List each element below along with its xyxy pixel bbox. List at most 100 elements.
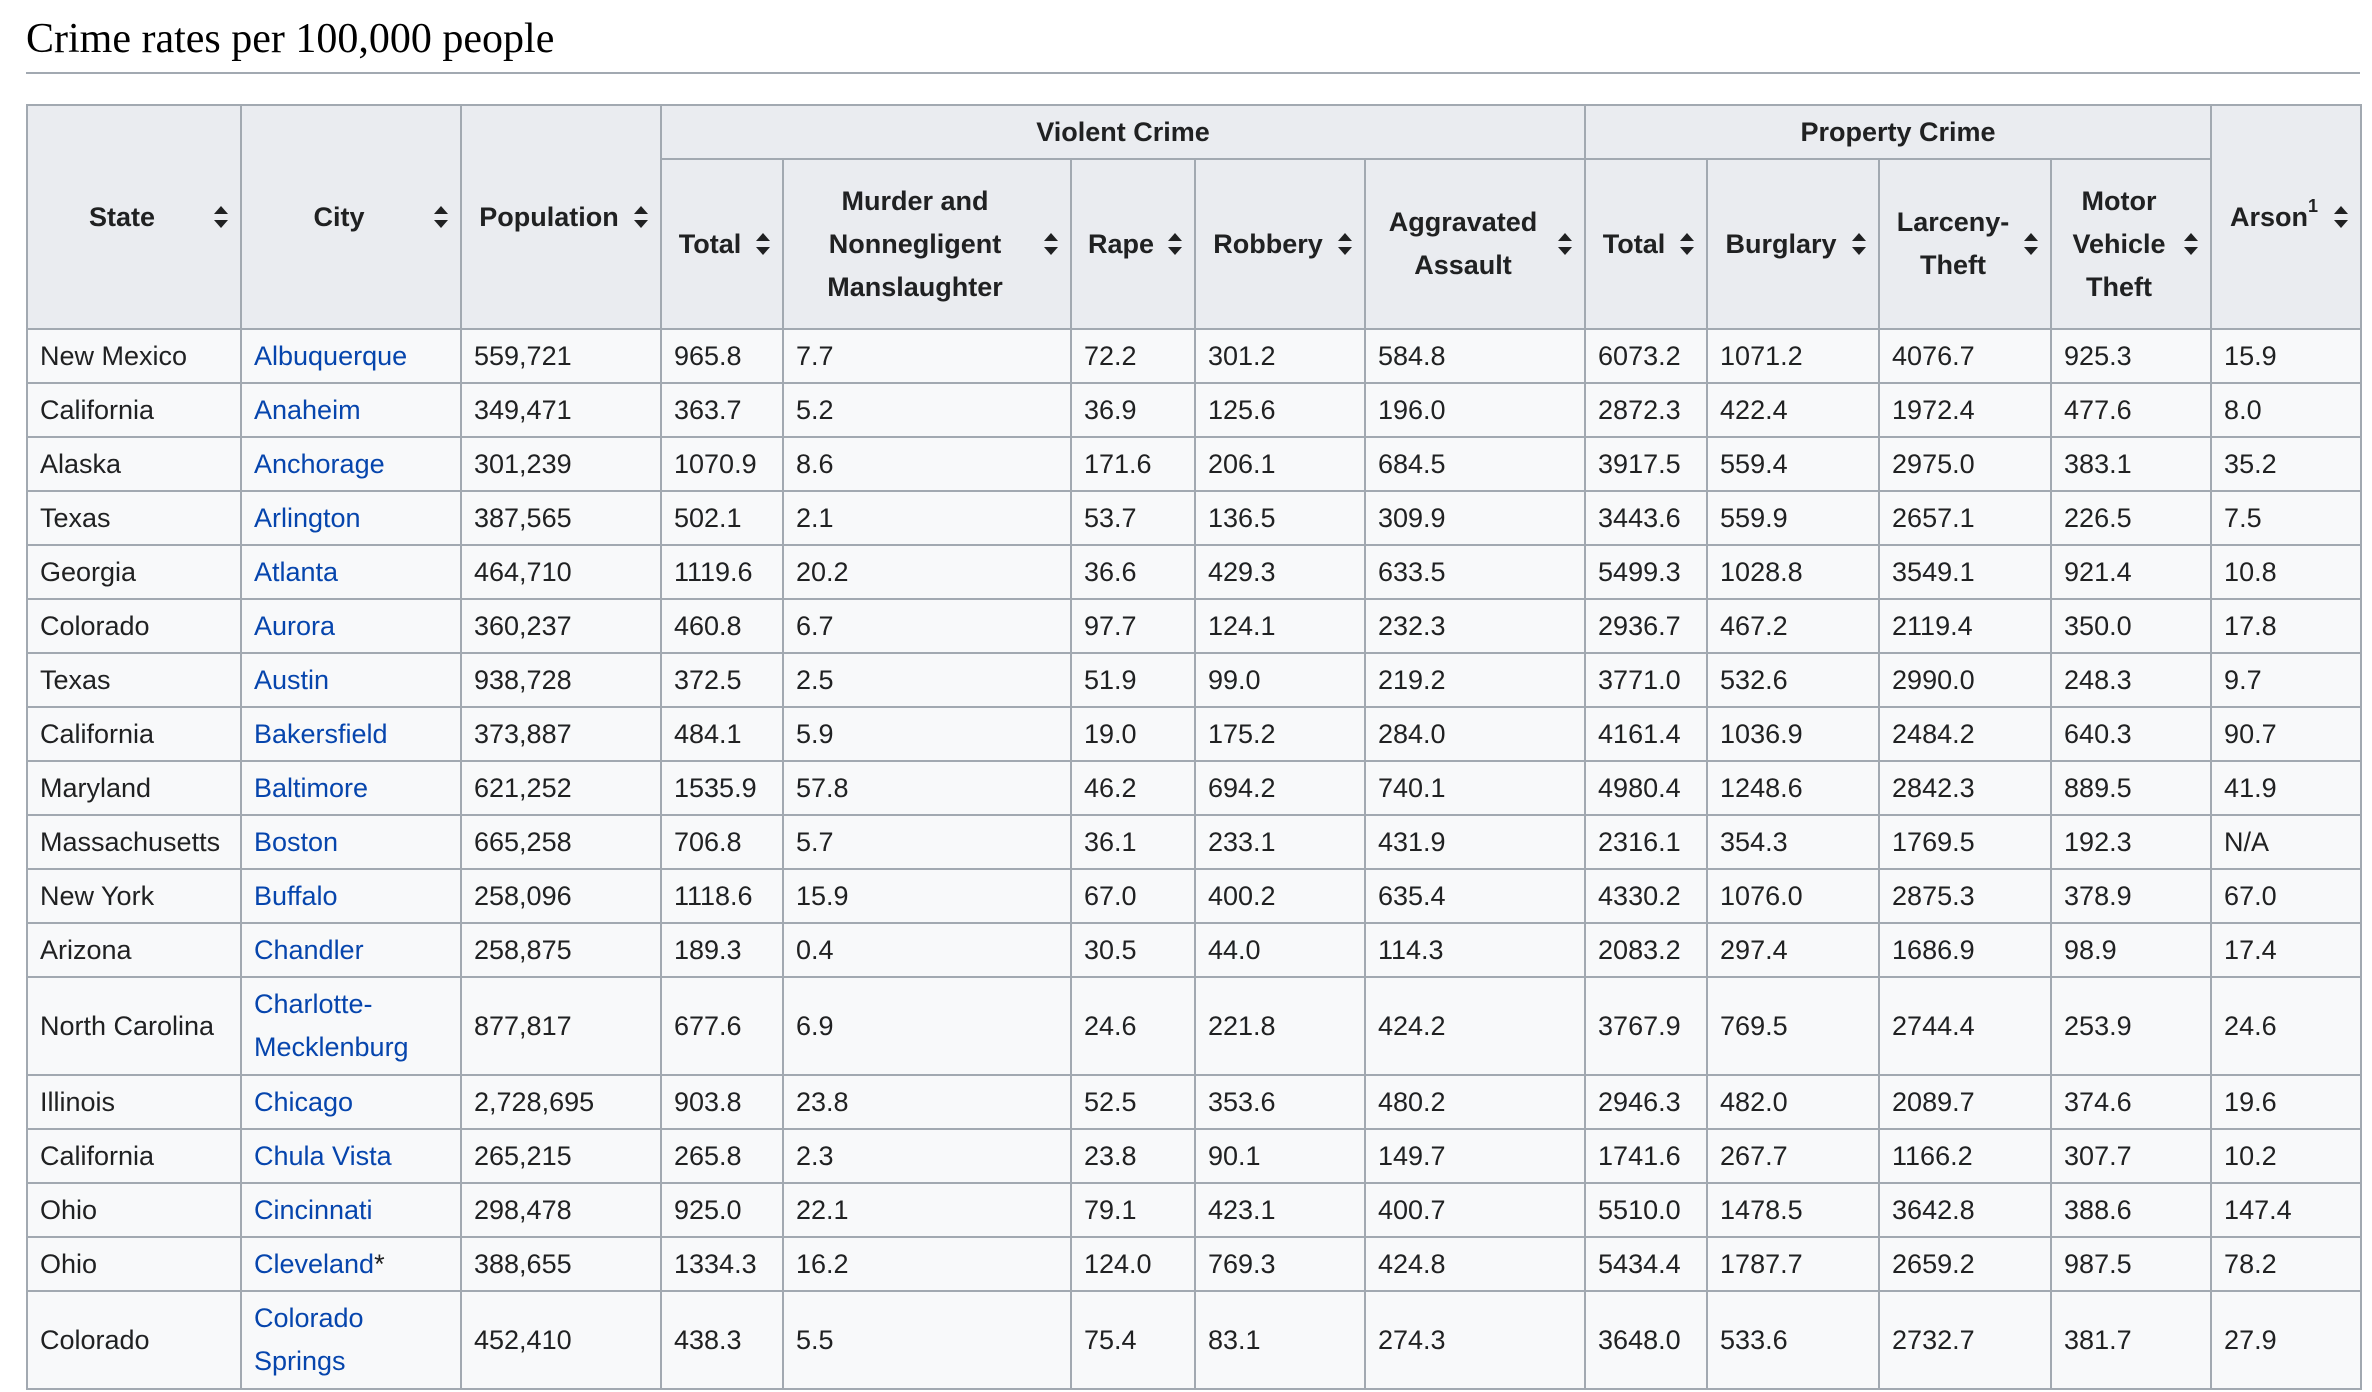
sort-arrows-icon[interactable] bbox=[1558, 233, 1573, 255]
col-header-motor-vehicle-theft[interactable]: Motor Vehicle Theft bbox=[2050, 158, 2213, 330]
city-link[interactable]: Austin bbox=[254, 664, 330, 695]
city-link[interactable]: Charlotte-Mecklenburg bbox=[254, 989, 409, 1062]
sort-arrows-icon[interactable] bbox=[1338, 233, 1352, 255]
cell-murder: 6.7 bbox=[782, 598, 1072, 654]
cell-aggravated-assault: 740.1 bbox=[1363, 760, 1587, 816]
city-link[interactable]: Buffalo bbox=[254, 880, 338, 911]
city-link[interactable]: Anchorage bbox=[254, 448, 385, 479]
city-link[interactable]: Anaheim bbox=[254, 394, 361, 425]
sort-arrows-icon[interactable] bbox=[434, 206, 448, 228]
cell-city: Baltimore bbox=[240, 760, 462, 816]
sort-arrows-icon[interactable] bbox=[214, 206, 228, 228]
city-link[interactable]: Chula Vista bbox=[254, 1140, 392, 1171]
cell-robbery: 124.1 bbox=[1194, 598, 1366, 654]
col-header-burglary[interactable]: Burglary bbox=[1706, 158, 1881, 330]
cell-population: 2,728,695 bbox=[460, 1074, 662, 1130]
city-link[interactable]: Colorado Springs bbox=[254, 1303, 364, 1376]
cell-robbery: 221.8 bbox=[1194, 976, 1366, 1076]
sort-arrows-icon[interactable] bbox=[2024, 233, 2039, 255]
sort-arrows-icon[interactable] bbox=[2334, 206, 2349, 228]
cell-motor-vehicle-theft: 477.6 bbox=[2050, 382, 2213, 438]
cell-robbery: 99.0 bbox=[1194, 652, 1366, 708]
col-header-city[interactable]: City bbox=[240, 104, 462, 330]
table-row: Colorado Colorado Springs 452,410 438.3 … bbox=[26, 1290, 2363, 1390]
cell-population: 665,258 bbox=[460, 814, 662, 870]
cell-aggravated-assault: 633.5 bbox=[1363, 544, 1587, 600]
sort-arrows-icon[interactable] bbox=[1852, 233, 1867, 255]
cell-city: Chicago bbox=[240, 1074, 462, 1130]
cell-property-total: 6073.2 bbox=[1584, 328, 1709, 384]
cell-murder: 0.4 bbox=[782, 922, 1072, 978]
cell-burglary: 297.4 bbox=[1706, 922, 1881, 978]
cell-motor-vehicle-theft: 889.5 bbox=[2050, 760, 2213, 816]
col-header-rape[interactable]: Rape bbox=[1070, 158, 1196, 330]
arson-footnote-marker[interactable]: 1 bbox=[2308, 195, 2319, 216]
sort-arrows-icon[interactable] bbox=[1680, 233, 1695, 255]
col-header-aggravated-assault[interactable]: Aggravated Assault bbox=[1363, 158, 1587, 330]
cell-city: Chandler bbox=[240, 922, 462, 978]
cell-arson: 27.9 bbox=[2210, 1290, 2363, 1390]
cell-arson: 15.9 bbox=[2210, 328, 2363, 384]
col-header-murder[interactable]: Murder and Nonnegligent Manslaughter bbox=[782, 158, 1072, 330]
sort-arrows-icon[interactable] bbox=[1168, 233, 1182, 255]
cell-city: Bakersfield bbox=[240, 706, 462, 762]
city-link[interactable]: Baltimore bbox=[254, 772, 369, 803]
sort-arrows-icon[interactable] bbox=[1044, 233, 1058, 255]
city-link[interactable]: Bakersfield bbox=[254, 718, 388, 749]
city-link[interactable]: Boston bbox=[254, 826, 339, 857]
city-link[interactable]: Chandler bbox=[254, 934, 364, 965]
cell-burglary: 533.6 bbox=[1706, 1290, 1881, 1390]
cell-motor-vehicle-theft: 640.3 bbox=[2050, 706, 2213, 762]
cell-burglary: 482.0 bbox=[1706, 1074, 1881, 1130]
col-header-state-label: State bbox=[88, 201, 156, 232]
col-header-violent-total[interactable]: Total bbox=[660, 158, 784, 330]
cell-aggravated-assault: 684.5 bbox=[1363, 436, 1587, 492]
col-header-larceny-theft[interactable]: Larceny-Theft bbox=[1878, 158, 2053, 330]
cell-robbery: 769.3 bbox=[1194, 1236, 1366, 1292]
col-header-arson[interactable]: Arson1 bbox=[2210, 104, 2363, 330]
col-header-robbery[interactable]: Robbery bbox=[1194, 158, 1366, 330]
col-header-property-total[interactable]: Total bbox=[1584, 158, 1709, 330]
city-link[interactable]: Chicago bbox=[254, 1086, 354, 1117]
cell-robbery: 429.3 bbox=[1194, 544, 1366, 600]
cell-property-total: 4161.4 bbox=[1584, 706, 1709, 762]
cell-city: Atlanta bbox=[240, 544, 462, 600]
table-row: New York Buffalo 258,096 1118.6 15.9 67.… bbox=[26, 868, 2363, 924]
cell-violent-total: 965.8 bbox=[660, 328, 784, 384]
city-link[interactable]: Atlanta bbox=[254, 556, 339, 587]
table-row: Alaska Anchorage 301,239 1070.9 8.6 171.… bbox=[26, 436, 2363, 492]
cell-violent-total: 484.1 bbox=[660, 706, 784, 762]
city-link[interactable]: Cincinnati bbox=[254, 1194, 373, 1225]
cell-burglary: 1478.5 bbox=[1706, 1182, 1881, 1238]
cell-murder: 57.8 bbox=[782, 760, 1072, 816]
sort-arrows-icon[interactable] bbox=[634, 206, 648, 228]
col-header-population[interactable]: Population bbox=[460, 104, 662, 330]
sort-arrows-icon[interactable] bbox=[2184, 233, 2199, 255]
cell-aggravated-assault: 635.4 bbox=[1363, 868, 1587, 924]
cell-rape: 75.4 bbox=[1070, 1290, 1196, 1390]
city-link[interactable]: Albuquerque bbox=[254, 340, 408, 371]
group-header-property-crime: Property Crime bbox=[1584, 104, 2213, 160]
cell-burglary: 1787.7 bbox=[1706, 1236, 1881, 1292]
city-link[interactable]: Arlington bbox=[254, 502, 361, 533]
sort-arrows-icon[interactable] bbox=[756, 233, 770, 255]
city-link[interactable]: Cleveland bbox=[254, 1248, 375, 1279]
cell-state: Maryland bbox=[26, 760, 242, 816]
cell-population: 452,410 bbox=[460, 1290, 662, 1390]
city-link[interactable]: Aurora bbox=[254, 610, 336, 641]
cell-city: Charlotte-Mecklenburg bbox=[240, 976, 462, 1076]
cell-murder: 8.6 bbox=[782, 436, 1072, 492]
cell-arson: 8.0 bbox=[2210, 382, 2363, 438]
cell-population: 265,215 bbox=[460, 1128, 662, 1184]
col-header-burglary-label: Burglary bbox=[1725, 228, 1837, 259]
cell-population: 349,471 bbox=[460, 382, 662, 438]
table-row: Texas Austin 938,728 372.5 2.5 51.9 99.0… bbox=[26, 652, 2363, 708]
cell-property-total: 2936.7 bbox=[1584, 598, 1709, 654]
cell-arson: 147.4 bbox=[2210, 1182, 2363, 1238]
cell-violent-total: 925.0 bbox=[660, 1182, 784, 1238]
col-header-state[interactable]: State bbox=[26, 104, 242, 330]
cell-motor-vehicle-theft: 388.6 bbox=[2050, 1182, 2213, 1238]
cell-population: 301,239 bbox=[460, 436, 662, 492]
cell-violent-total: 677.6 bbox=[660, 976, 784, 1076]
cell-burglary: 354.3 bbox=[1706, 814, 1881, 870]
